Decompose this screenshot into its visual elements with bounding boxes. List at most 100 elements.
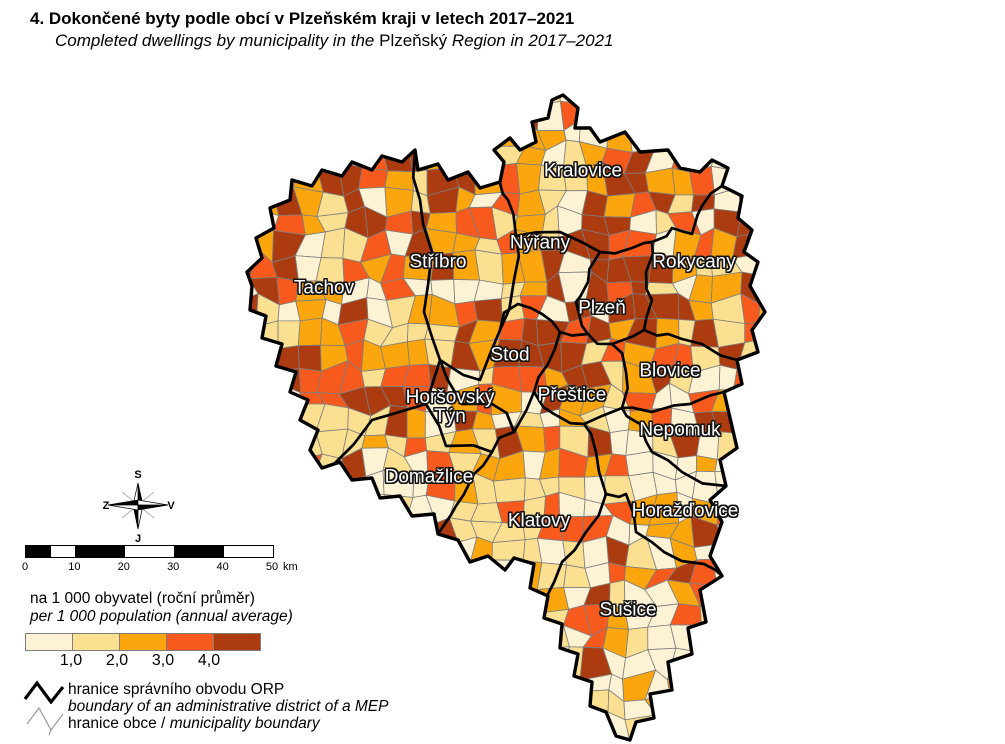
- municipality-cell: [478, 714, 504, 740]
- municipality-cell: [429, 624, 459, 654]
- municipality-cell: [493, 117, 526, 148]
- compass-south-label: J: [135, 533, 141, 545]
- municipality-cell: [276, 276, 300, 306]
- municipality-cell: [671, 99, 701, 123]
- municipality-cell: [491, 539, 526, 561]
- figure-title: 4. Dokončené byty podle obcí v Plzeňském…: [30, 9, 575, 28]
- municipality-cell: [247, 430, 258, 459]
- orp-boundary-line: [610, 342, 630, 410]
- municipality-cell: [516, 102, 540, 132]
- municipality-cell: [431, 117, 450, 149]
- municipality-cells-layer: [247, 82, 807, 744]
- municipality-cell: [716, 623, 745, 653]
- municipality-cell: [760, 469, 765, 505]
- municipality-cell: [247, 517, 250, 539]
- municipality-cell: [498, 713, 522, 740]
- municipality-cell: [359, 515, 394, 543]
- orp-boundary-line: [620, 406, 728, 488]
- municipality-cell: [297, 317, 323, 347]
- municipality-cell: [557, 690, 590, 724]
- municipality-cell: [780, 101, 807, 122]
- municipality-cell: [272, 521, 306, 548]
- municipality-cell: [362, 647, 394, 676]
- municipality-cell: [493, 95, 518, 104]
- municipality-cell: [545, 717, 568, 740]
- municipality-cell: [293, 95, 321, 129]
- orp-boundary-line: [620, 390, 726, 414]
- municipality-cell: [247, 227, 261, 253]
- municipality-cell: [317, 671, 349, 701]
- municipality-cell: [361, 538, 390, 563]
- orp-boundary-line: [411, 150, 442, 362]
- municipality-cell: [361, 560, 389, 592]
- municipality-cell: [761, 147, 765, 172]
- legend-break-label: 4,0: [197, 652, 221, 669]
- compass-rose: S J Z V: [103, 469, 176, 545]
- municipality-cell: [424, 671, 454, 699]
- municipality-cell: [669, 95, 700, 108]
- municipality-cell: [736, 411, 765, 434]
- municipality-cell: [318, 95, 345, 108]
- legend-class-swatch: [72, 633, 120, 651]
- municipality-cell: [277, 430, 305, 461]
- scale-bar-tick: 40: [216, 561, 229, 573]
- municipality-cell: [446, 714, 480, 740]
- municipality-cell: [385, 601, 411, 635]
- municipality-cell: [452, 676, 471, 699]
- municipality-cell: [734, 143, 765, 172]
- orp-boundary-icon: [23, 680, 65, 704]
- municipality-cell: [534, 669, 559, 696]
- municipality-cell: [515, 648, 548, 675]
- municipality-cell: [388, 517, 410, 549]
- municipality-cell: [274, 139, 301, 174]
- municipality-cell: [777, 82, 807, 105]
- municipality-cell: [562, 741, 590, 744]
- municipality-cell: [514, 95, 542, 106]
- municipality-cell: [494, 674, 521, 699]
- municipality-cell: [362, 712, 394, 740]
- municipality-cell: [559, 516, 585, 543]
- municipality-cell: [343, 104, 360, 128]
- municipality-cell: [497, 647, 521, 679]
- municipality-cell: [247, 140, 258, 172]
- legend-break-label: 1,0: [59, 652, 83, 669]
- municipality-cell: [604, 95, 629, 108]
- orp-boundary-line: [328, 358, 442, 470]
- municipality-cell: [760, 564, 765, 587]
- municipality-cell: [628, 736, 657, 740]
- orp-boundary-line: [642, 328, 739, 362]
- municipality-cell: [696, 431, 720, 460]
- municipality-cell: [453, 606, 477, 637]
- municipality-cell: [755, 274, 765, 305]
- municipality-cell: [755, 645, 765, 680]
- municipality-cell: [247, 733, 261, 740]
- municipality-cell: [733, 712, 765, 740]
- municipality-cell: [293, 670, 320, 701]
- municipality-cell: [314, 472, 350, 503]
- municipality-cell: [760, 448, 765, 481]
- municipality-cell: [777, 646, 803, 678]
- municipality-cell: [782, 409, 802, 434]
- municipality-cell: [381, 674, 416, 701]
- municipality-cell: [543, 425, 561, 453]
- municipality-cell: [247, 497, 253, 522]
- scale-bar-segment: [50, 546, 76, 557]
- municipality-cell: [739, 96, 765, 126]
- municipality-cell: [583, 736, 610, 740]
- municipality-cell: [737, 543, 762, 568]
- municipality-cell: [780, 470, 806, 503]
- municipality-cell: [733, 389, 765, 416]
- municipality-cell: [710, 737, 746, 740]
- municipality-cell: [296, 472, 318, 506]
- municipality-cell: [584, 95, 614, 108]
- municipality-cell: [338, 603, 365, 635]
- municipality-cell: [473, 279, 504, 302]
- municipality-cell: [433, 739, 460, 740]
- municipality-cell: [690, 95, 721, 108]
- municipality-cell: [294, 521, 321, 548]
- municipality-cell: [248, 648, 274, 678]
- municipality-cell: [410, 689, 435, 722]
- municipality-cell: [247, 185, 256, 219]
- municipality-cell: [534, 693, 568, 722]
